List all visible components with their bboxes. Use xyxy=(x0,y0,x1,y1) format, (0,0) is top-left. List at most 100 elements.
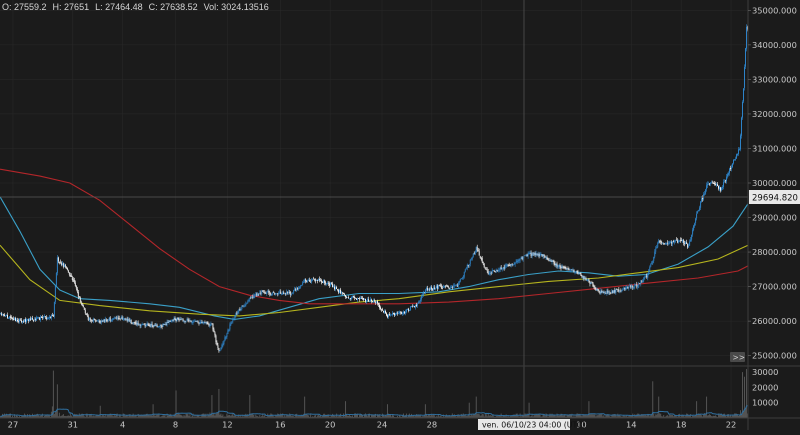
candle-body[interactable] xyxy=(539,254,541,256)
candle-body[interactable] xyxy=(649,267,651,271)
candle-body[interactable] xyxy=(640,281,642,284)
candle-body[interactable] xyxy=(499,267,501,270)
candle-body[interactable] xyxy=(627,287,629,289)
candle-body[interactable] xyxy=(662,243,664,245)
candle-body[interactable] xyxy=(678,241,680,243)
candle-body[interactable] xyxy=(180,318,182,320)
candle-body[interactable] xyxy=(261,290,263,294)
candle-body[interactable] xyxy=(390,314,391,316)
candle-body[interactable] xyxy=(715,184,717,185)
candle-body[interactable] xyxy=(481,258,483,263)
candle-body[interactable] xyxy=(307,280,309,282)
candle-body[interactable] xyxy=(645,275,647,278)
candle-body[interactable] xyxy=(731,167,732,169)
candle-body[interactable] xyxy=(667,242,669,244)
candle-body[interactable] xyxy=(254,294,256,296)
candle-body[interactable] xyxy=(416,303,418,306)
candle-body[interactable] xyxy=(402,311,404,314)
candle-body[interactable] xyxy=(709,183,711,185)
candle-body[interactable] xyxy=(21,321,23,323)
candle-body[interactable] xyxy=(529,253,531,254)
candle-body[interactable] xyxy=(512,264,514,266)
candle-body[interactable] xyxy=(133,322,135,324)
candle-body[interactable] xyxy=(449,287,451,289)
candle-body[interactable] xyxy=(617,289,619,291)
candle-body[interactable] xyxy=(708,183,710,185)
candle-body[interactable] xyxy=(451,287,453,288)
candle-body[interactable] xyxy=(266,292,268,294)
candle-body[interactable] xyxy=(597,288,599,291)
candle-body[interactable] xyxy=(436,285,438,289)
candle-body[interactable] xyxy=(741,117,742,136)
candle-body[interactable] xyxy=(255,293,257,295)
candle-body[interactable] xyxy=(636,284,638,287)
candle-body[interactable] xyxy=(712,182,714,184)
candle-body[interactable] xyxy=(167,322,169,323)
candle-body[interactable] xyxy=(252,296,254,298)
candle-body[interactable] xyxy=(140,324,142,327)
candle-body[interactable] xyxy=(409,306,411,310)
candle-body[interactable] xyxy=(160,325,162,326)
candle-body[interactable] xyxy=(556,263,558,267)
candle-body[interactable] xyxy=(720,187,722,191)
candle-body[interactable] xyxy=(517,260,519,262)
candle-body[interactable] xyxy=(348,297,350,299)
candle-body[interactable] xyxy=(471,257,473,260)
candle-body[interactable] xyxy=(193,321,195,322)
candle-body[interactable] xyxy=(614,290,616,293)
candle-body[interactable] xyxy=(621,290,623,292)
candle-body[interactable] xyxy=(93,318,95,320)
candle-body[interactable] xyxy=(432,287,434,291)
candle-body[interactable] xyxy=(376,301,377,303)
candle-body[interactable] xyxy=(144,324,146,327)
candle-body[interactable] xyxy=(85,313,87,315)
candle-body[interactable] xyxy=(469,259,471,265)
candle-body[interactable] xyxy=(74,282,76,287)
candle-body[interactable] xyxy=(369,301,370,303)
candle-body[interactable] xyxy=(353,296,355,297)
candle-body[interactable] xyxy=(438,284,440,286)
candle-body[interactable] xyxy=(491,270,493,274)
candle-body[interactable] xyxy=(392,313,393,315)
candle-body[interactable] xyxy=(654,251,656,257)
candle-body[interactable] xyxy=(497,270,499,272)
candle-body[interactable] xyxy=(280,291,282,294)
candle-body[interactable] xyxy=(726,176,728,182)
candle-body[interactable] xyxy=(18,319,20,322)
candle-body[interactable] xyxy=(102,319,104,322)
candle-body[interactable] xyxy=(272,292,274,295)
candle-body[interactable] xyxy=(599,291,601,294)
candle-body[interactable] xyxy=(188,320,190,322)
candle-body[interactable] xyxy=(331,282,333,284)
candle-body[interactable] xyxy=(111,320,113,321)
candle-body[interactable] xyxy=(478,251,480,256)
candle-body[interactable] xyxy=(358,298,359,300)
candle-body[interactable] xyxy=(643,277,645,281)
candle-body[interactable] xyxy=(685,242,687,245)
candle-body[interactable] xyxy=(735,158,736,160)
candle-body[interactable] xyxy=(483,263,485,268)
candle-body[interactable] xyxy=(679,240,681,242)
candle-body[interactable] xyxy=(455,285,457,287)
candle-body[interactable] xyxy=(382,309,383,311)
candle-body[interactable] xyxy=(53,301,55,317)
candle-body[interactable] xyxy=(456,285,458,287)
candle-body[interactable] xyxy=(462,276,464,279)
candle-body[interactable] xyxy=(2,314,3,316)
candle-body[interactable] xyxy=(279,291,281,293)
candle-body[interactable] xyxy=(0,313,1,315)
candle-body[interactable] xyxy=(341,292,343,294)
candle-body[interactable] xyxy=(20,320,22,322)
candle-body[interactable] xyxy=(350,298,352,299)
candle-body[interactable] xyxy=(66,267,68,271)
candle-body[interactable] xyxy=(657,242,659,248)
candle-body[interactable] xyxy=(333,286,335,288)
candle-body[interactable] xyxy=(435,285,437,288)
candle-body[interactable] xyxy=(4,314,5,316)
candle-body[interactable] xyxy=(35,317,37,321)
candle-body[interactable] xyxy=(745,48,746,67)
candle-body[interactable] xyxy=(240,309,242,310)
candle-body[interactable] xyxy=(120,317,122,319)
candle-body[interactable] xyxy=(418,301,420,303)
candle-body[interactable] xyxy=(555,263,557,266)
